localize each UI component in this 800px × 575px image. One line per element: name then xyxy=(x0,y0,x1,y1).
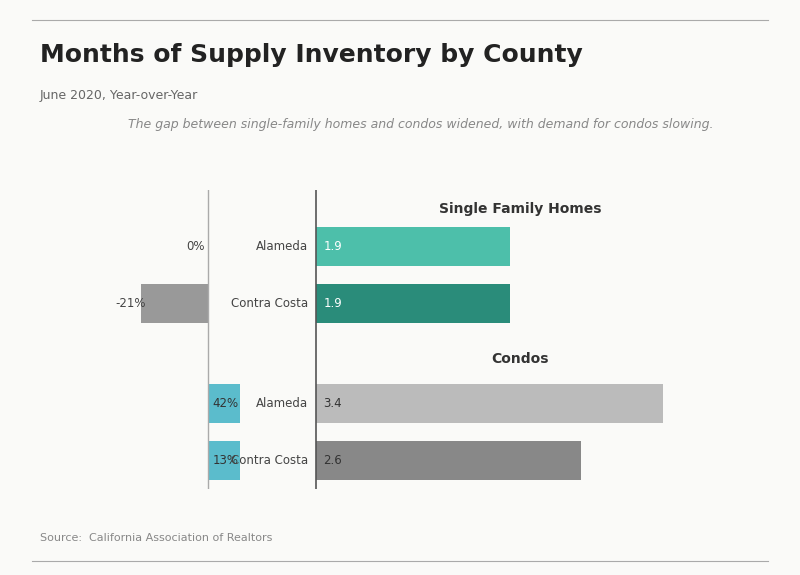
Bar xyxy=(316,227,510,266)
Text: 42%: 42% xyxy=(213,397,239,410)
Bar xyxy=(316,440,581,480)
Text: -21%: -21% xyxy=(115,297,146,310)
Bar xyxy=(316,284,510,323)
Text: 0%: 0% xyxy=(186,240,205,253)
Text: Alameda: Alameda xyxy=(256,397,308,410)
Text: Source:  California Association of Realtors: Source: California Association of Realto… xyxy=(40,534,272,543)
Text: 1.9: 1.9 xyxy=(323,240,342,253)
Text: June 2020, Year-over-Year: June 2020, Year-over-Year xyxy=(40,89,198,102)
Text: Months of Supply Inventory by County: Months of Supply Inventory by County xyxy=(40,43,582,67)
Text: Single Family Homes: Single Family Homes xyxy=(438,202,602,216)
Text: Alameda: Alameda xyxy=(256,240,308,253)
Bar xyxy=(316,384,662,423)
Text: Contra Costa: Contra Costa xyxy=(231,454,308,467)
Bar xyxy=(208,440,250,480)
Text: 13%: 13% xyxy=(213,454,239,467)
Text: Contra Costa: Contra Costa xyxy=(231,297,308,310)
Text: 1.9: 1.9 xyxy=(323,297,342,310)
Text: Condos: Condos xyxy=(491,352,549,366)
Bar xyxy=(208,384,342,423)
Bar xyxy=(141,284,208,323)
Text: The gap between single-family homes and condos widened, with demand for condos s: The gap between single-family homes and … xyxy=(128,118,714,131)
Text: 3.4: 3.4 xyxy=(323,397,342,410)
Text: 2.6: 2.6 xyxy=(323,454,342,467)
